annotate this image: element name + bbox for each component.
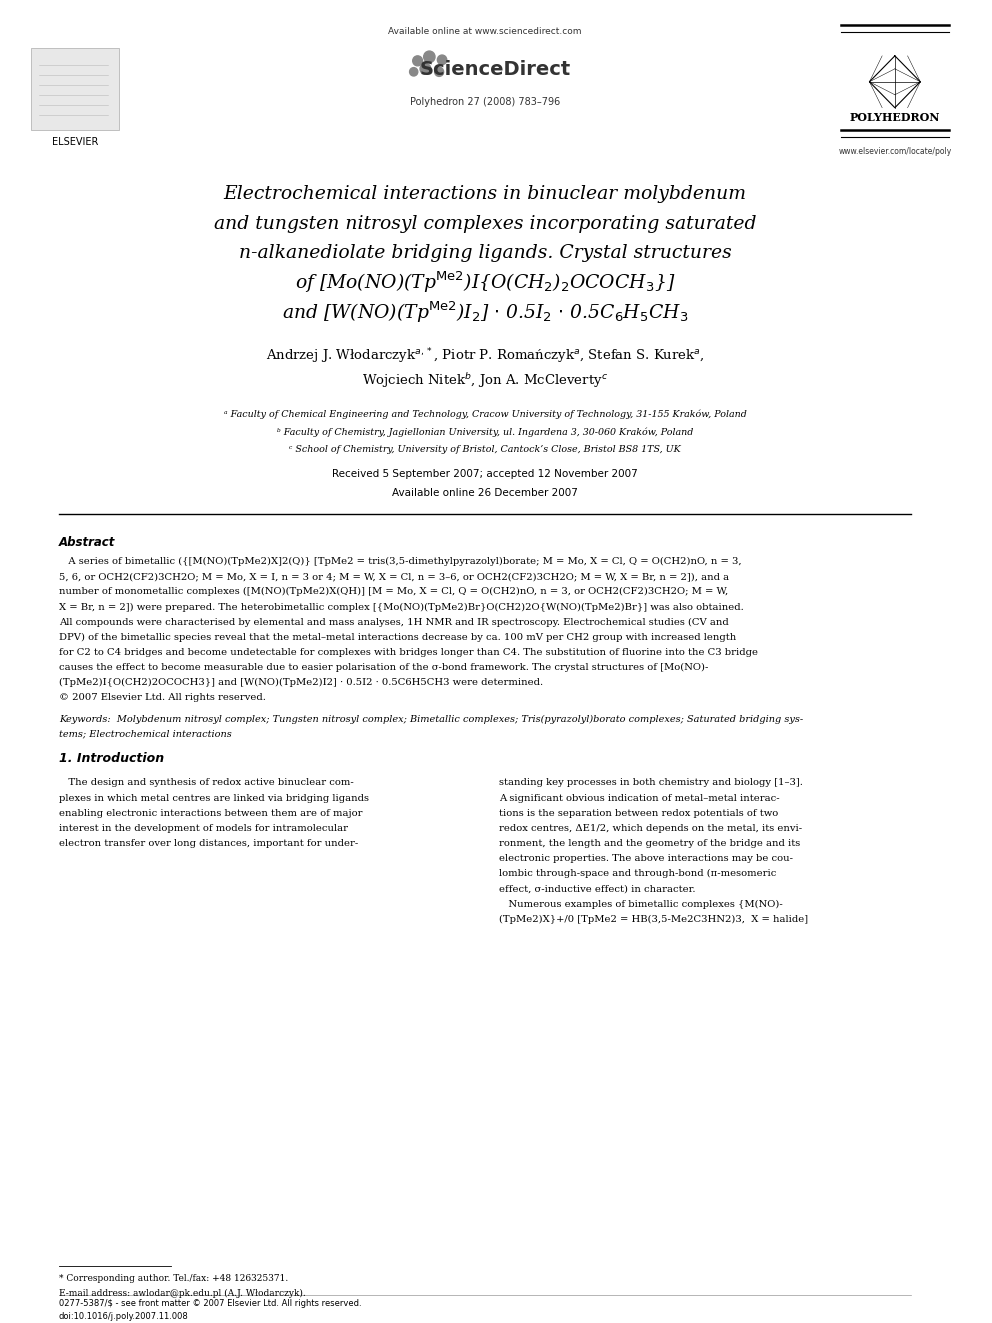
Text: Numerous examples of bimetallic complexes {M(NO)-: Numerous examples of bimetallic complexe… bbox=[499, 900, 783, 909]
Text: Received 5 September 2007; accepted 12 November 2007: Received 5 September 2007; accepted 12 N… bbox=[332, 470, 638, 479]
Text: redox centres, ΔE1/2, which depends on the metal, its envi-: redox centres, ΔE1/2, which depends on t… bbox=[499, 824, 802, 833]
Text: effect, σ-inductive effect) in character.: effect, σ-inductive effect) in character… bbox=[499, 885, 695, 893]
Text: E-mail address: awlodar@pk.edu.pl (A.J. Włodarczyk).: E-mail address: awlodar@pk.edu.pl (A.J. … bbox=[59, 1289, 306, 1298]
Text: ScienceDirect: ScienceDirect bbox=[420, 61, 570, 79]
Text: tems; Electrochemical interactions: tems; Electrochemical interactions bbox=[59, 730, 231, 738]
Text: of [Mo(NO)(Tp$^{\rm Me2}$)I{O(CH$_2$)$_2$OCOCH$_3$}]: of [Mo(NO)(Tp$^{\rm Me2}$)I{O(CH$_2$)$_2… bbox=[295, 270, 676, 295]
Text: (TpMe2)X}+/0 [TpMe2 = HB(3,5-Me2C3HN2)3,  X = halide]: (TpMe2)X}+/0 [TpMe2 = HB(3,5-Me2C3HN2)3,… bbox=[499, 914, 807, 923]
Text: 5, 6, or OCH2(CF2)3CH2O; M = Mo, X = I, n = 3 or 4; M = W, X = Cl, n = 3–6, or O: 5, 6, or OCH2(CF2)3CH2O; M = Mo, X = I, … bbox=[59, 572, 729, 581]
Text: www.elsevier.com/locate/poly: www.elsevier.com/locate/poly bbox=[838, 147, 951, 156]
Text: 1. Introduction: 1. Introduction bbox=[59, 753, 164, 766]
Text: plexes in which metal centres are linked via bridging ligands: plexes in which metal centres are linked… bbox=[59, 794, 369, 803]
Text: causes the effect to become measurable due to easier polarisation of the σ-bond : causes the effect to become measurable d… bbox=[59, 663, 708, 672]
Text: Available online at www.sciencedirect.com: Available online at www.sciencedirect.co… bbox=[388, 28, 582, 37]
Text: ronment, the length and the geometry of the bridge and its: ronment, the length and the geometry of … bbox=[499, 839, 800, 848]
Text: enabling electronic interactions between them are of major: enabling electronic interactions between… bbox=[59, 808, 362, 818]
Text: ᶜ School of Chemistry, University of Bristol, Cantock’s Close, Bristol BS8 1TS, : ᶜ School of Chemistry, University of Bri… bbox=[290, 445, 681, 454]
Text: © 2007 Elsevier Ltd. All rights reserved.: © 2007 Elsevier Ltd. All rights reserved… bbox=[59, 693, 266, 703]
Text: Abstract: Abstract bbox=[59, 536, 115, 549]
Text: standing key processes in both chemistry and biology [1–3].: standing key processes in both chemistry… bbox=[499, 778, 803, 787]
Text: All compounds were characterised by elemental and mass analyses, 1H NMR and IR s: All compounds were characterised by elem… bbox=[59, 618, 728, 627]
Text: Andrzej J. Włodarczyk$^{a,*}$, Piotr P. Romańczyk$^{a}$, Stefan S. Kurek$^{a}$,: Andrzej J. Włodarczyk$^{a,*}$, Piotr P. … bbox=[266, 347, 704, 366]
Text: Wojciech Nitek$^{b}$, Jon A. McCleverty$^{c}$: Wojciech Nitek$^{b}$, Jon A. McCleverty$… bbox=[362, 370, 608, 390]
Text: X = Br, n = 2]) were prepared. The heterobimetallic complex [{Mo(NO)(TpMe2)Br}O(: X = Br, n = 2]) were prepared. The heter… bbox=[59, 602, 743, 611]
Text: Polyhedron 27 (2008) 783–796: Polyhedron 27 (2008) 783–796 bbox=[410, 97, 560, 107]
Circle shape bbox=[437, 56, 446, 65]
Text: (TpMe2)I{O(CH2)2OCOCH3}] and [W(NO)(TpMe2)I2] · 0.5I2 · 0.5C6H5CH3 were determin: (TpMe2)I{O(CH2)2OCOCH3}] and [W(NO)(TpMe… bbox=[59, 679, 543, 688]
Text: ᵇ Faculty of Chemistry, Jagiellonian University, ul. Ingardena 3, 30-060 Kraków,: ᵇ Faculty of Chemistry, Jagiellonian Uni… bbox=[277, 427, 693, 437]
Text: Electrochemical interactions in binuclear molybdenum: Electrochemical interactions in binuclea… bbox=[223, 185, 747, 204]
Circle shape bbox=[413, 56, 423, 66]
Text: lombic through-space and through-bond (π-mesomeric: lombic through-space and through-bond (π… bbox=[499, 869, 776, 878]
Text: and [W(NO)(Tp$^{\rm Me2}$)I$_2$] $\cdot$ 0.5I$_2$ $\cdot$ 0.5C$_6$H$_5$CH$_3$: and [W(NO)(Tp$^{\rm Me2}$)I$_2$] $\cdot$… bbox=[282, 299, 688, 325]
Text: Keywords:  Molybdenum nitrosyl complex; Tungsten nitrosyl complex; Bimetallic co: Keywords: Molybdenum nitrosyl complex; T… bbox=[59, 714, 803, 724]
Text: tions is the separation between redox potentials of two: tions is the separation between redox po… bbox=[499, 808, 778, 818]
Text: ᵃ Faculty of Chemical Engineering and Technology, Cracow University of Technolog: ᵃ Faculty of Chemical Engineering and Te… bbox=[223, 410, 747, 419]
Text: doi:10.1016/j.poly.2007.11.008: doi:10.1016/j.poly.2007.11.008 bbox=[59, 1312, 188, 1322]
Text: The design and synthesis of redox active binuclear com-: The design and synthesis of redox active… bbox=[59, 778, 353, 787]
FancyBboxPatch shape bbox=[32, 48, 119, 130]
Text: * Corresponding author. Tel./fax: +48 126325371.: * Corresponding author. Tel./fax: +48 12… bbox=[59, 1274, 288, 1282]
Circle shape bbox=[424, 52, 435, 62]
Text: and tungsten nitrosyl complexes incorporating saturated: and tungsten nitrosyl complexes incorpor… bbox=[214, 214, 756, 233]
Text: A series of bimetallic ({[M(NO)(TpMe2)X]2(Q)} [TpMe2 = tris(3,5-dimethylpyrazoly: A series of bimetallic ({[M(NO)(TpMe2)X]… bbox=[59, 557, 741, 566]
Circle shape bbox=[434, 67, 443, 77]
Text: number of monometallic complexes ([M(NO)(TpMe2)X(QH)] [M = Mo, X = Cl, Q = O(CH2: number of monometallic complexes ([M(NO)… bbox=[59, 587, 728, 597]
Text: DPV) of the bimetallic species reveal that the metal–metal interactions decrease: DPV) of the bimetallic species reveal th… bbox=[59, 632, 736, 642]
Text: electron transfer over long distances, important for under-: electron transfer over long distances, i… bbox=[59, 839, 358, 848]
Text: A significant obvious indication of metal–metal interac-: A significant obvious indication of meta… bbox=[499, 794, 780, 803]
Text: POLYHEDRON: POLYHEDRON bbox=[849, 112, 940, 123]
Circle shape bbox=[410, 67, 418, 75]
Circle shape bbox=[420, 64, 431, 74]
Text: for C2 to C4 bridges and become undetectable for complexes with bridges longer t: for C2 to C4 bridges and become undetect… bbox=[59, 648, 758, 658]
Text: electronic properties. The above interactions may be cou-: electronic properties. The above interac… bbox=[499, 855, 793, 863]
Text: interest in the development of models for intramolecular: interest in the development of models fo… bbox=[59, 824, 347, 833]
Text: ELSEVIER: ELSEVIER bbox=[53, 136, 98, 147]
Text: n-alkanediolate bridging ligands. Crystal structures: n-alkanediolate bridging ligands. Crysta… bbox=[239, 245, 731, 262]
Text: Available online 26 December 2007: Available online 26 December 2007 bbox=[392, 488, 578, 497]
Text: 0277-5387/$ - see front matter © 2007 Elsevier Ltd. All rights reserved.: 0277-5387/$ - see front matter © 2007 El… bbox=[59, 1299, 361, 1308]
